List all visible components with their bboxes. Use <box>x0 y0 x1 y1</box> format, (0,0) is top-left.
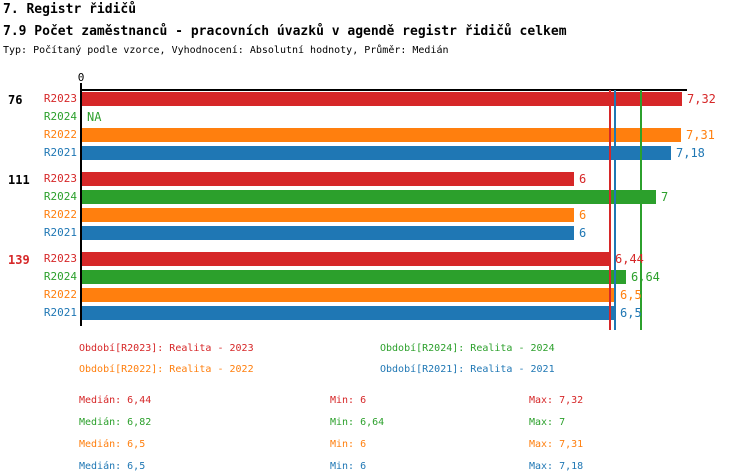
bar-value-label: 6 <box>579 208 587 222</box>
bar <box>82 270 626 284</box>
group-label: 76 <box>8 93 23 107</box>
bar-value-label: 6,5 <box>620 306 642 320</box>
bar-value-label: 6,5 <box>620 288 642 302</box>
chart-meta-line: Typ: Počítaný podle vzorce, Vyhodnocení:… <box>3 45 449 56</box>
bar-na-label: NA <box>87 110 102 124</box>
bar-row-label: R2022 <box>43 128 77 141</box>
bar-value-label: 7 <box>661 190 669 204</box>
bar-row-label: R2021 <box>43 146 77 159</box>
stat-max-r2022: Max: 7,31 <box>529 439 584 450</box>
bar-row-label: R2024 <box>43 190 77 203</box>
chart-title: 7.9 Počet zaměstnanců - pracovních úvazk… <box>3 24 567 39</box>
bar-value-label: 6 <box>579 226 587 240</box>
bar <box>82 306 615 320</box>
bar-row-label: R2023 <box>43 252 77 265</box>
bar <box>82 252 610 266</box>
bar <box>82 226 574 240</box>
bar <box>82 146 671 160</box>
group-label: 139 <box>8 253 30 267</box>
legend-item-r2021: Období[R2021]: Realita - 2021 <box>380 364 555 375</box>
median-line-r2024 <box>640 90 642 330</box>
stat-min-r2024: Min: 6,64 <box>330 417 385 428</box>
bar <box>82 190 656 204</box>
bar-value-label: 7,18 <box>676 146 705 160</box>
page-title: 7. Registr řidičů <box>3 2 137 17</box>
bar-row-label: R2021 <box>43 306 77 319</box>
bar-row-label: R2022 <box>43 288 77 301</box>
stat-max-r2024: Max: 7 <box>529 417 566 428</box>
stat-median-r2021: Medián: 6,5 <box>79 461 146 472</box>
x-axis-zero-label: 0 <box>77 71 85 84</box>
y-axis-line <box>80 89 82 326</box>
bar <box>82 92 682 106</box>
bar <box>82 208 574 222</box>
bar-row-label: R2022 <box>43 208 77 221</box>
stat-min-r2021: Min: 6 <box>330 461 367 472</box>
bar <box>82 128 681 142</box>
bar-row-label: R2024 <box>43 110 77 123</box>
x-axis-line <box>80 89 687 91</box>
bar-row-label: R2023 <box>43 172 77 185</box>
bar-value-label: 7,32 <box>687 92 716 106</box>
bar-value-label: 6,44 <box>615 252 644 266</box>
bar <box>82 288 615 302</box>
stat-max-r2023: Max: 7,32 <box>529 395 584 406</box>
bar-value-label: 6 <box>579 172 587 186</box>
bar-value-label: 7,31 <box>686 128 715 142</box>
x-axis-tick <box>80 83 82 89</box>
bar <box>82 172 574 186</box>
stat-min-r2023: Min: 6 <box>330 395 367 406</box>
legend-item-r2023: Období[R2023]: Realita - 2023 <box>79 343 254 354</box>
bar-row-label: R2024 <box>43 270 77 283</box>
stat-median-r2022: Medián: 6,5 <box>79 439 146 450</box>
stat-max-r2021: Max: 7,18 <box>529 461 584 472</box>
legend-item-r2022: Období[R2022]: Realita - 2022 <box>79 364 254 375</box>
median-line-r2021 <box>614 90 616 330</box>
bar-row-label: R2021 <box>43 226 77 239</box>
stat-median-r2023: Medián: 6,44 <box>79 395 152 406</box>
median-line-r2023 <box>609 90 611 330</box>
stat-median-r2024: Medián: 6,82 <box>79 417 152 428</box>
legend-item-r2024: Období[R2024]: Realita - 2024 <box>380 343 555 354</box>
group-label: 111 <box>8 173 30 187</box>
stat-min-r2022: Min: 6 <box>330 439 367 450</box>
bar-value-label: 6,64 <box>631 270 660 284</box>
bar-row-label: R2023 <box>43 92 77 105</box>
